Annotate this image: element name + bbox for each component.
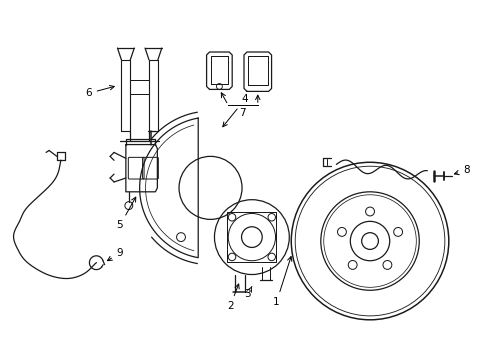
Text: 3: 3: [244, 287, 251, 299]
Text: 4: 4: [223, 94, 248, 127]
Text: 6: 6: [85, 85, 114, 98]
Text: 9: 9: [107, 248, 123, 261]
Text: 2: 2: [226, 284, 239, 311]
Text: 1: 1: [273, 257, 291, 307]
Text: 7: 7: [238, 108, 245, 118]
Text: 8: 8: [453, 165, 469, 175]
Text: 5: 5: [117, 197, 136, 230]
